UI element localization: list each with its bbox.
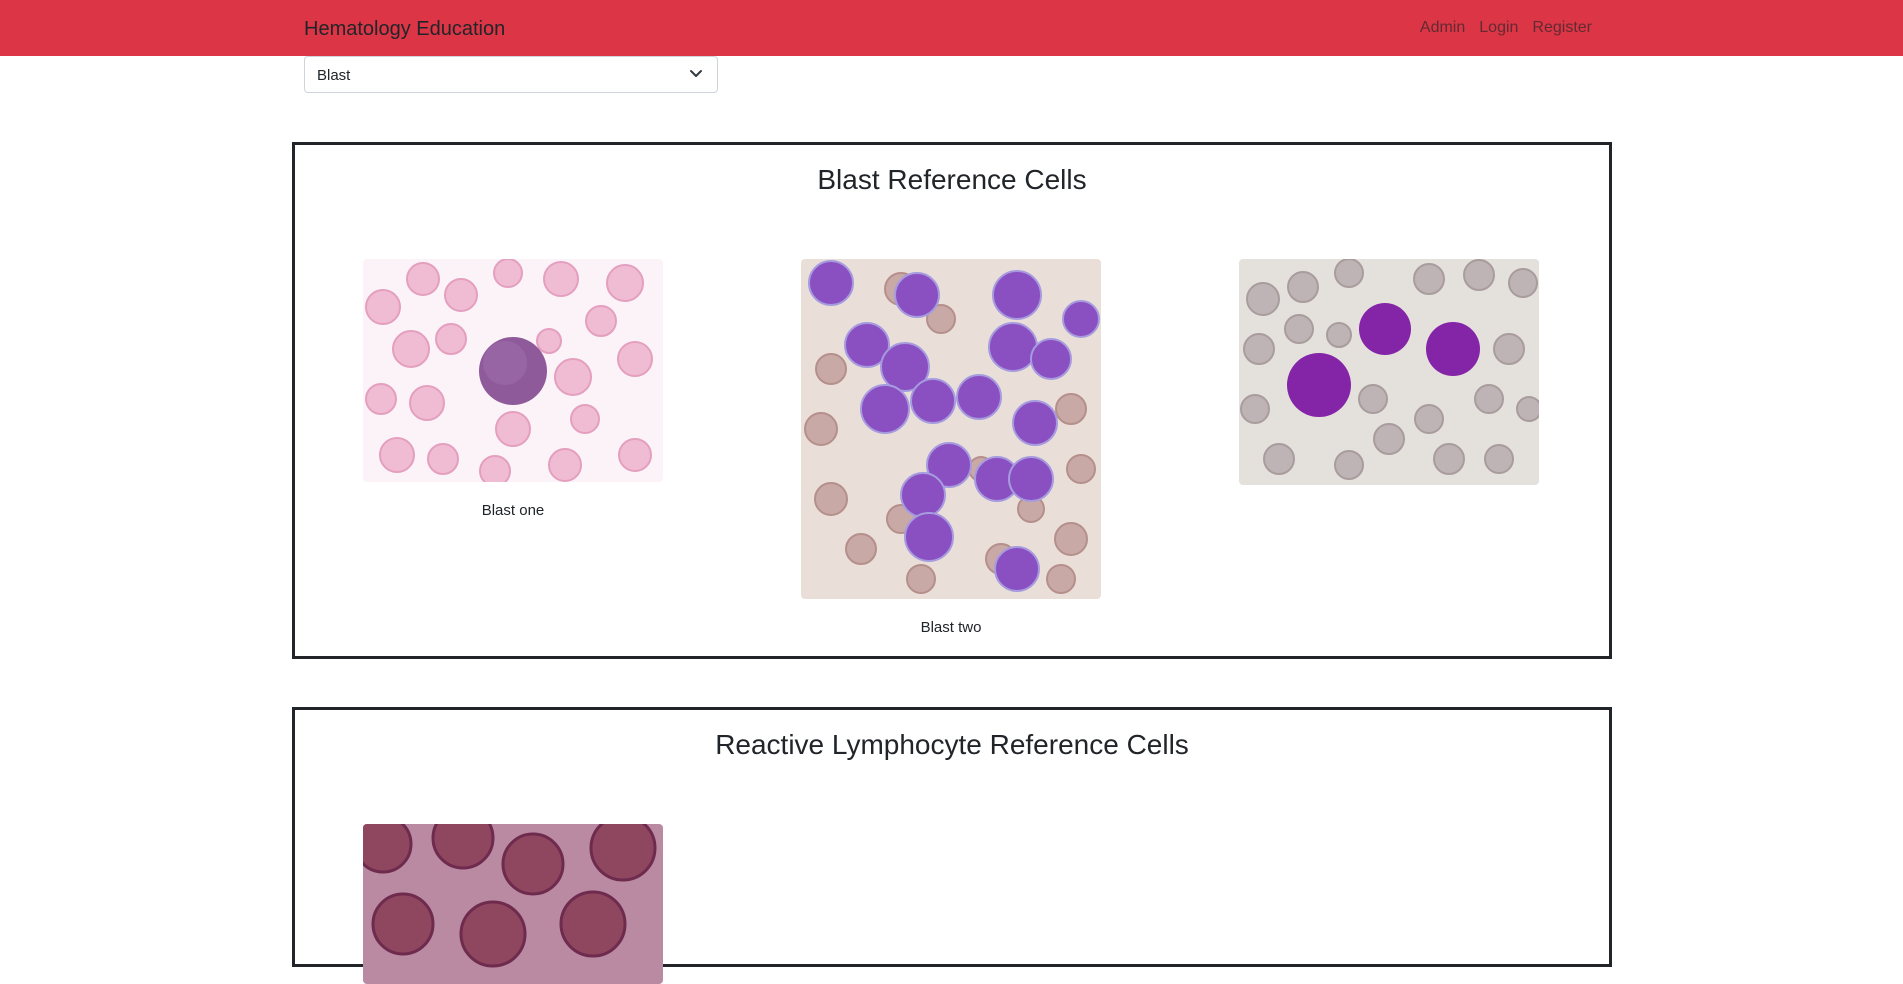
brand-link[interactable]: Hematology Education — [304, 18, 506, 40]
cell-image[interactable] — [801, 259, 1101, 599]
reference-cell-card — [1239, 259, 1539, 505]
cell-type-select[interactable]: Blast — [304, 56, 718, 93]
nav-login-link[interactable]: Login — [1479, 19, 1519, 36]
section-title: Reactive Lymphocyte Reference Cells — [715, 729, 1189, 760]
nav-links: Admin Login Register — [1420, 18, 1592, 38]
nav-admin-link[interactable]: Admin — [1419, 19, 1466, 36]
cell-image[interactable] — [363, 824, 663, 984]
cell-caption: Blast two — [920, 619, 982, 636]
blast-reference-section: Blast Reference Cells Blast one — [292, 142, 1612, 659]
reference-cell-card: Blast two — [801, 259, 1101, 637]
reactive-lymphocyte-reference-section: Reactive Lymphocyte Reference Cells — [292, 707, 1612, 984]
top-navbar: Hematology Education Admin Login Registe… — [0, 0, 1903, 56]
chevron-down-icon — [690, 70, 702, 77]
section-title: Blast Reference Cells — [817, 164, 1087, 195]
cell-image[interactable] — [363, 259, 663, 482]
reference-cell-card: Blast one — [363, 259, 663, 520]
reference-cell-card — [363, 824, 663, 984]
cell-image[interactable] — [1239, 259, 1539, 485]
cell-caption: Blast one — [481, 502, 545, 519]
cell-type-select-value: Blast — [317, 67, 351, 84]
nav-register-link[interactable]: Register — [1532, 19, 1592, 36]
